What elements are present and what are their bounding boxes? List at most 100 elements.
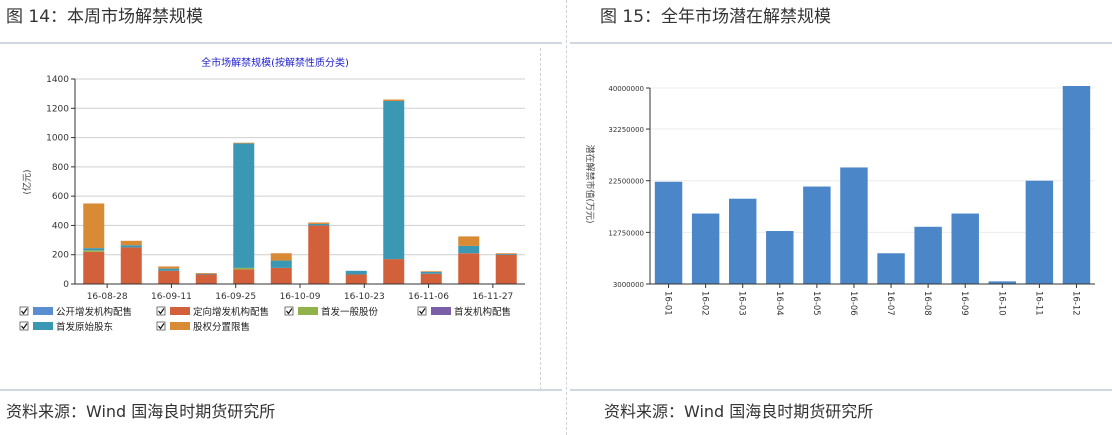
legend-swatch	[33, 322, 53, 330]
chart-1-bar-segment	[120, 240, 142, 246]
chart-1-bar-segment	[458, 245, 480, 254]
chart-2-bar	[1062, 86, 1091, 284]
legend-check-mark	[21, 308, 28, 315]
legend-checkbox	[156, 321, 166, 331]
chart-1-ytick-label: 1200	[46, 104, 69, 114]
chart-1-bar-segment	[233, 142, 255, 144]
panel-1-header-rule	[0, 42, 562, 44]
chart-1-ytick-label: 1400	[46, 75, 69, 85]
legend-check-mark	[158, 323, 165, 330]
chart-1-bar-segment	[195, 273, 217, 274]
chart-1-bar-segment	[383, 99, 405, 101]
chart-2-bar	[766, 231, 794, 284]
chart-1-panel-title: 图 14：本周市场解禁规模	[6, 7, 204, 27]
legend-check-mark	[158, 308, 165, 315]
legend-checkbox-box	[156, 306, 166, 316]
chart-2-xtick-label: 16-05	[811, 291, 821, 316]
chart-1-bar-segment	[120, 245, 142, 248]
legend-label: 首发机构配售	[454, 306, 511, 318]
chart-1-title: 全市场解禁规模(按解禁性质分类)	[201, 56, 349, 69]
chart-1-bar-segment	[383, 259, 405, 284]
chart-1-bar-segment	[158, 268, 180, 271]
legend-checkbox-box	[156, 321, 166, 331]
chart-1-xtick-label: 16-08-28	[87, 292, 128, 302]
chart-2-bar	[914, 226, 942, 284]
chart-2-ytick-label: 40000000	[608, 85, 644, 93]
legend-check-mark	[286, 308, 293, 315]
legend-checkbox	[156, 306, 166, 316]
legend-label: 股权分置限售	[193, 321, 250, 333]
chart-2-ytick-label: 12750000	[608, 229, 644, 237]
legend-label: 首发一般股份	[321, 306, 379, 318]
legend-checkbox	[417, 306, 427, 316]
legend-checkbox	[284, 306, 294, 316]
chart-2-panel-title: 图 15：全年市场潜在解禁规模	[600, 7, 832, 27]
chart-2-grid	[650, 87, 1095, 285]
chart-1-source: 资料来源：Wind 国海良时期货研究所	[6, 402, 276, 421]
chart-1: 全市场解禁规模(按解禁性质分类) (亿元) 0 200 400 600 800 1000 1…	[19, 56, 525, 333]
chart-1-bar-segment	[83, 251, 105, 284]
chart-1-bar-segment	[420, 273, 442, 284]
chart-1-bar-segment	[270, 267, 292, 284]
chart-1-ytick-label: 800	[52, 163, 69, 173]
chart-1-bar-segment	[195, 273, 217, 275]
panel-divider	[566, 0, 567, 435]
chart-2-bar	[1025, 180, 1054, 284]
legend-swatch	[298, 307, 318, 315]
chart-1-bar-segment	[270, 253, 292, 261]
legend-checkbox-box	[19, 321, 29, 331]
chart-2-xtick-label: 16-07	[885, 291, 895, 316]
panel-2-header-rule	[570, 42, 1112, 44]
panel-2-footer-rule	[570, 389, 1112, 391]
legend-swatch	[33, 307, 53, 315]
chart-2-bar	[877, 253, 905, 284]
chart-1-xtick-label: 16-11-27	[472, 292, 513, 302]
chart-2-xtick-label: 16-11	[1033, 291, 1043, 316]
legend-swatch	[431, 307, 451, 315]
chart-1-bar-segment	[158, 266, 180, 269]
chart-1-bar-segment	[158, 270, 180, 284]
panel-1-footer-rule	[0, 389, 562, 391]
chart-1-ytick-label: 0	[63, 280, 69, 290]
chart-2: 潜在解禁市值(万元) 3000000 12750000 22500000 322500…	[584, 85, 1095, 316]
chart-1-bar-segment	[383, 100, 405, 260]
chart-1-ytick-label: 600	[52, 192, 69, 202]
chart-1-xtick-label: 16-11-06	[408, 292, 449, 302]
chart-1-bar-segment	[83, 203, 105, 249]
chart-2-bar	[691, 213, 720, 284]
legend-checkbox-box	[284, 306, 294, 316]
chart-2-ylabel: 潜在解禁市值(万元)	[584, 144, 596, 223]
chart-1-bar-segment	[270, 260, 292, 268]
legend-swatch	[170, 307, 190, 315]
legend-label: 首发原始股东	[56, 321, 113, 333]
chart-1-bar-segment	[420, 271, 442, 272]
chart-2-bar	[951, 213, 979, 284]
chart-1-xtick-label: 16-10-09	[280, 292, 321, 302]
chart-1-xtick-label: 16-10-23	[344, 292, 385, 302]
chart-2-bar	[803, 186, 831, 284]
chart-2-xtick-label: 16-06	[848, 291, 858, 316]
chart-1-ytick-label: 400	[52, 221, 69, 231]
legend-checkbox-box	[19, 306, 29, 316]
chart-1-bar-segment	[308, 225, 330, 284]
chart-2-xtick-label: 16-04	[774, 291, 784, 316]
chart-2-xtick-label: 16-09	[959, 291, 969, 316]
chart-1-axes: 0 200 400 600 800 1000 1200 1400 16-08-28 16-09-1…	[46, 75, 525, 302]
chart-1-bar-segment	[83, 250, 105, 252]
chart-1-bar-segment	[233, 267, 255, 270]
chart-1-ytick-label: 1000	[46, 134, 69, 144]
legend-checkbox-box	[417, 306, 427, 316]
chart-1-bar-segment	[495, 254, 517, 284]
chart-2-xtick-label: 16-10	[996, 291, 1006, 316]
chart-1-bar-segment	[195, 274, 217, 284]
chart-1-bar-segment	[120, 247, 142, 284]
chart-1-ylabel: (亿元)	[21, 169, 33, 194]
legend-checkbox	[19, 306, 29, 316]
chart-1-bar-segment	[495, 253, 517, 254]
chart-1-bar-segment	[420, 271, 442, 274]
chart-1-bar-segment	[495, 253, 517, 255]
chart-2-bar	[728, 198, 757, 284]
legend-label: 公开增发机构配售	[56, 306, 132, 318]
chart-1-bar-segment	[345, 274, 367, 284]
